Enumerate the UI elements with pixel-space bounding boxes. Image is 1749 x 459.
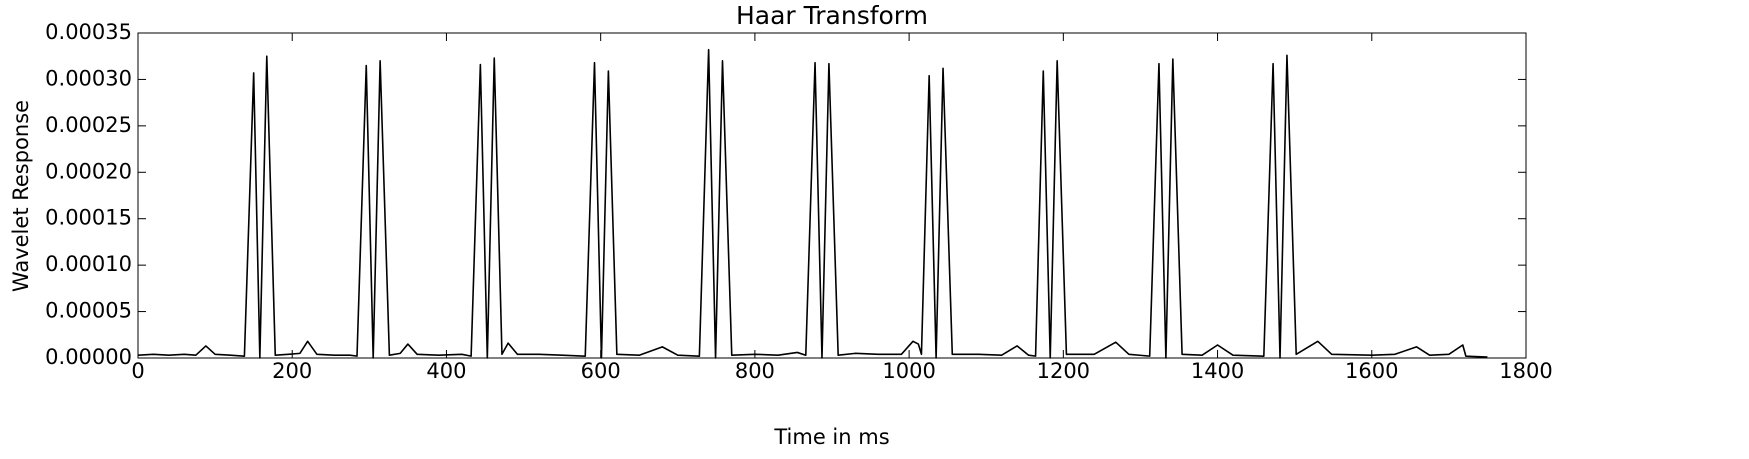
x-tick-label: 1000 — [882, 359, 935, 383]
x-tick-label: 1200 — [1037, 359, 1090, 383]
x-axis-label: Time in ms — [773, 425, 889, 449]
y-tick-label: 0.00015 — [45, 206, 132, 230]
y-tick-label: 0.00020 — [45, 159, 132, 183]
x-tick-label: 800 — [735, 359, 775, 383]
y-tick-label: 0.00025 — [45, 113, 132, 137]
x-tick-label: 1400 — [1191, 359, 1244, 383]
y-tick-label: 0.00030 — [45, 66, 132, 90]
y-axis-label: Wavelet Response — [9, 100, 33, 292]
x-tick-label: 200 — [272, 359, 312, 383]
x-tick-label: 1600 — [1345, 359, 1398, 383]
x-tick-label: 400 — [426, 359, 466, 383]
y-tick-label: 0.00000 — [45, 345, 132, 369]
y-tick-label: 0.00010 — [45, 252, 132, 276]
y-tick-label: 0.00035 — [45, 20, 132, 44]
y-tick-label: 0.00005 — [45, 299, 132, 323]
chart-title: Haar Transform — [736, 1, 928, 30]
x-tick-label: 600 — [581, 359, 621, 383]
x-tick-label: 0 — [131, 359, 144, 383]
x-tick-label: 1800 — [1499, 359, 1552, 383]
plot-frame — [137, 32, 1527, 359]
line-series — [137, 48, 1488, 359]
